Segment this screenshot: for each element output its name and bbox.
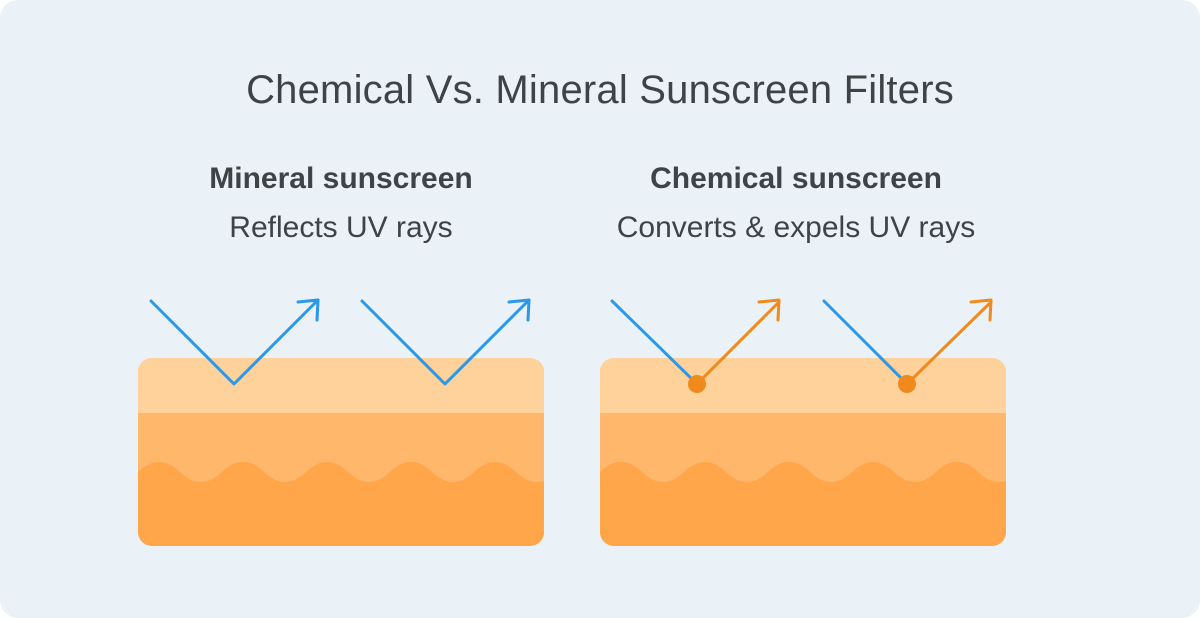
diagram-title: Chemical Vs. Mineral Sunscreen Filters [246, 68, 954, 112]
arrowhead-icon [507, 298, 531, 322]
incoming-uv-ray [822, 299, 909, 386]
absorption-point [898, 375, 916, 393]
chemical-description: Converts & expels UV rays [616, 211, 976, 244]
incoming-uv-ray [610, 299, 699, 386]
mineral-heading: Mineral sunscreen [209, 162, 473, 195]
chemical-heading: Chemical sunscreen [650, 162, 942, 195]
arrowhead-icon [969, 298, 993, 322]
mineral-uv-ray-1 [149, 298, 320, 386]
skin-top-layer [138, 358, 544, 413]
mineral-uv-ray-2 [360, 298, 531, 386]
skin-bottom-layer [600, 462, 1006, 546]
expelled-ray [905, 300, 993, 386]
mineral-skin-layers [138, 358, 544, 546]
mineral-description: Reflects UV rays [229, 211, 453, 244]
arrowhead-icon [296, 298, 320, 322]
arrowhead-icon [757, 298, 781, 322]
chemical-uv-ray-2 [822, 298, 993, 393]
skin-top-layer [600, 358, 1006, 413]
expelled-ray [695, 300, 781, 386]
skin-bottom-layer [138, 462, 544, 546]
chemical-uv-ray-1 [610, 298, 781, 393]
chemical-skin-layers [600, 358, 1006, 546]
absorption-point [688, 375, 706, 393]
